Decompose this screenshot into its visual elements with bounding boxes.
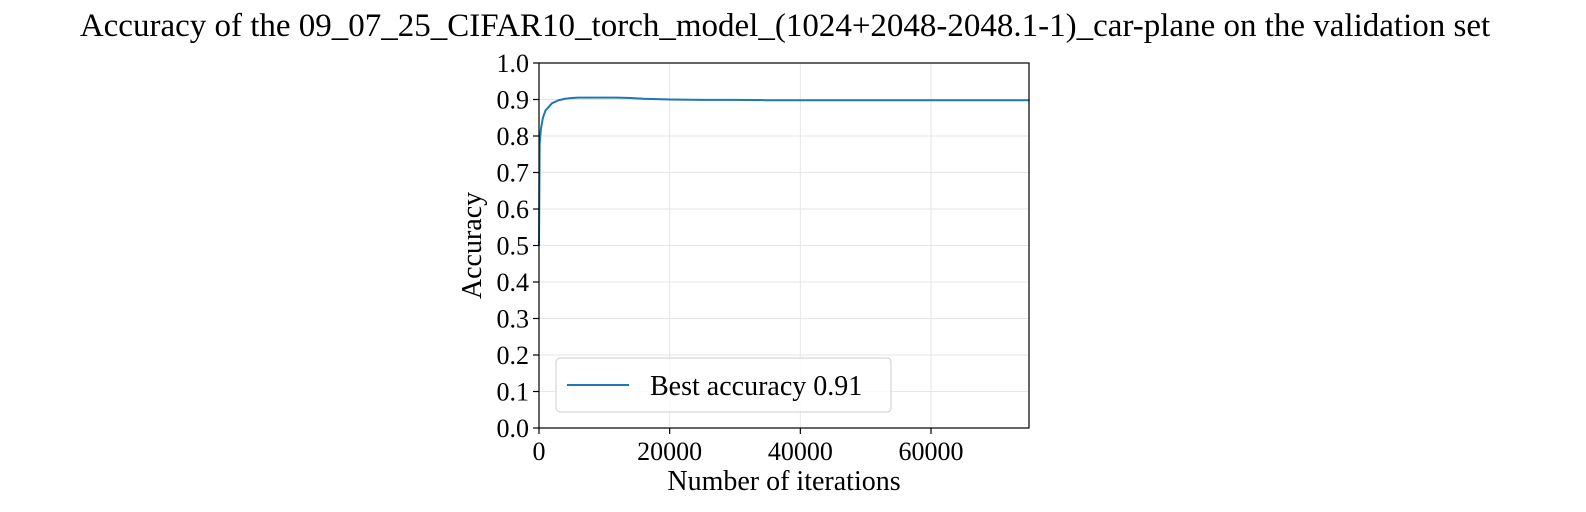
data-point [668, 98, 671, 101]
y-tick-label: 0.5 [497, 232, 530, 261]
data-point [701, 99, 704, 101]
x-tick-label: 0 [533, 437, 546, 466]
y-tick-label: 0.2 [497, 341, 530, 370]
x-tick-label: 40000 [768, 437, 833, 466]
data-point [616, 96, 619, 99]
data-point [655, 98, 658, 100]
data-point [629, 97, 632, 99]
y-axis-label: Accuracy [457, 192, 488, 299]
data-point [540, 127, 542, 130]
series-layer [538, 96, 1030, 247]
y-tick-label: 0.1 [497, 378, 530, 407]
ticks: 0 20000 40000 60000 0.0 0.1 0.2 0.3 0.4 0.5 0.6 0.7… [497, 49, 964, 466]
legend-box [555, 357, 892, 413]
data-point [603, 96, 606, 99]
data-point [542, 116, 544, 119]
data-point [766, 99, 769, 102]
y-tick-label: 0.6 [497, 195, 530, 224]
y-tick-label: 0.3 [497, 305, 530, 334]
legend-label: Best accuracy 0.91 [650, 371, 862, 402]
data-point [995, 99, 998, 102]
data-point [590, 96, 593, 99]
data-point [799, 99, 802, 102]
y-tick-label: 0.4 [497, 268, 530, 297]
x-tick-label: 20000 [637, 437, 702, 466]
chart-title: Accuracy of the 09_07_25_CIFAR10_torch_m… [80, 8, 1490, 44]
data-point [832, 99, 834, 102]
y-tick-label: 0.8 [497, 122, 530, 151]
data-point [570, 97, 573, 99]
y-tick-label: 1.0 [497, 49, 530, 78]
data-point [864, 99, 867, 102]
data-point [564, 97, 566, 100]
y-tick-label: 0.0 [497, 414, 530, 443]
x-tick-label: 60000 [899, 437, 964, 466]
legend: Best accuracy 0.91 [555, 357, 892, 413]
data-point [930, 99, 932, 102]
x-axis-label: Number of iterations [667, 466, 900, 497]
data-point [544, 109, 547, 112]
data-point [642, 97, 645, 100]
data-point [962, 99, 965, 102]
data-point [897, 99, 900, 102]
y-tick-label: 0.7 [497, 159, 530, 188]
data-point [577, 96, 579, 99]
data-point [551, 102, 553, 104]
series-line [538, 96, 1029, 246]
data-point [734, 99, 736, 101]
data-point [548, 106, 550, 108]
y-tick-label: 0.9 [497, 86, 530, 115]
data-point [557, 99, 560, 102]
